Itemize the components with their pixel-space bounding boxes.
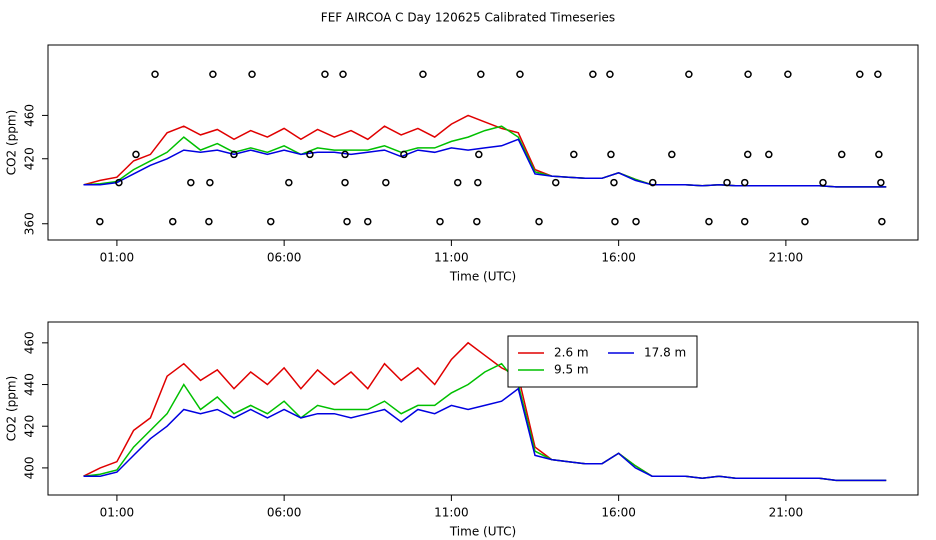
- x-tick-label: 01:00: [100, 251, 135, 265]
- flag-marker: [611, 217, 619, 226]
- flag-marker: [115, 178, 123, 187]
- flag-marker: [267, 217, 275, 226]
- flag-marker: [419, 70, 427, 78]
- flag-marker: [341, 150, 349, 159]
- flag-marker: [649, 178, 657, 187]
- x-tick-label: 16:00: [601, 251, 636, 265]
- flag-marker: [151, 70, 159, 78]
- flag-marker: [744, 70, 752, 78]
- flag-marker: [535, 217, 543, 226]
- flag-marker: [570, 150, 578, 159]
- series-line: [83, 341, 887, 482]
- flag-marker: [248, 70, 256, 78]
- x-tick-label: 21:00: [769, 506, 804, 520]
- flag-marker: [740, 178, 749, 187]
- flag-marker: [668, 150, 676, 159]
- legend-box: [507, 335, 698, 388]
- flag-marker: [610, 178, 618, 187]
- series-line: [83, 387, 887, 482]
- y-axis-label: CO2 (ppm): [5, 110, 19, 176]
- flag-marker: [606, 70, 614, 78]
- series-line: [83, 138, 887, 188]
- flag-marker: [801, 217, 809, 226]
- x-tick-label: 01:00: [100, 506, 135, 520]
- flag-marker: [382, 178, 390, 187]
- flag-marker: [856, 70, 864, 78]
- legend-label: 17.8 m: [644, 346, 686, 360]
- flag-marker: [685, 70, 693, 78]
- flag-marker: [364, 217, 372, 226]
- flag-marker: [321, 70, 329, 78]
- x-tick-label: 11:00: [434, 251, 469, 265]
- series-line: [83, 362, 887, 482]
- flag-marker: [743, 150, 752, 159]
- legend-label: 2.6 m: [554, 346, 589, 360]
- y-tick-label: 420: [23, 147, 37, 170]
- flag-marker: [765, 150, 773, 159]
- x-axis-label: Time (UTC): [449, 270, 516, 284]
- y-tick-label: 460: [23, 104, 37, 127]
- flag-marker: [339, 70, 347, 78]
- x-tick-label: 11:00: [434, 506, 469, 520]
- flag-marker: [874, 70, 882, 78]
- x-tick-label: 16:00: [601, 506, 636, 520]
- flag-marker: [705, 217, 713, 226]
- x-tick-label: 06:00: [267, 251, 302, 265]
- flag-marker: [607, 150, 615, 159]
- y-tick-label: 400: [23, 456, 37, 479]
- y-tick-label: 420: [23, 415, 37, 438]
- plot-frame: [47, 321, 919, 496]
- flag-marker: [474, 178, 482, 187]
- flag-marker: [230, 150, 238, 159]
- flag-marker: [209, 70, 217, 78]
- flag-marker: [206, 178, 214, 187]
- flag-marker: [589, 70, 597, 78]
- y-tick-label: 460: [23, 331, 37, 354]
- flag-marker: [285, 178, 293, 187]
- flag-marker: [205, 217, 213, 226]
- flag-marker: [187, 178, 195, 187]
- flag-marker: [516, 70, 524, 78]
- flag-marker: [784, 70, 792, 78]
- flag-marker: [341, 178, 349, 187]
- flag-marker: [475, 150, 483, 159]
- flag-marker: [96, 217, 104, 226]
- flag-marker: [477, 70, 485, 78]
- flag-marker: [552, 178, 560, 187]
- flag-marker: [740, 217, 749, 226]
- y-tick-label: 440: [23, 373, 37, 396]
- flag-marker: [453, 178, 462, 187]
- flag-marker: [632, 217, 640, 226]
- flag-marker: [132, 150, 140, 159]
- legend-label: 9.5 m: [554, 363, 589, 377]
- flag-marker: [436, 217, 444, 226]
- flag-marker: [169, 217, 177, 226]
- y-tick-label: 360: [23, 212, 37, 235]
- flag-marker: [723, 178, 731, 187]
- chart-title: FEF AIRCOA C Day 120625 Calibrated Times…: [321, 11, 615, 25]
- flag-marker: [878, 217, 886, 226]
- x-tick-label: 06:00: [267, 506, 302, 520]
- flag-marker: [819, 178, 827, 187]
- flag-marker: [343, 217, 351, 226]
- flag-marker: [306, 150, 314, 159]
- y-axis-label: CO2 (ppm): [5, 376, 19, 442]
- flag-marker: [400, 150, 408, 159]
- x-axis-label: Time (UTC): [449, 525, 516, 539]
- x-tick-label: 21:00: [769, 251, 804, 265]
- flag-marker: [837, 150, 846, 159]
- flag-marker: [875, 150, 883, 159]
- flag-marker: [473, 217, 481, 226]
- flag-marker: [877, 178, 885, 187]
- plot-frame: [47, 44, 919, 241]
